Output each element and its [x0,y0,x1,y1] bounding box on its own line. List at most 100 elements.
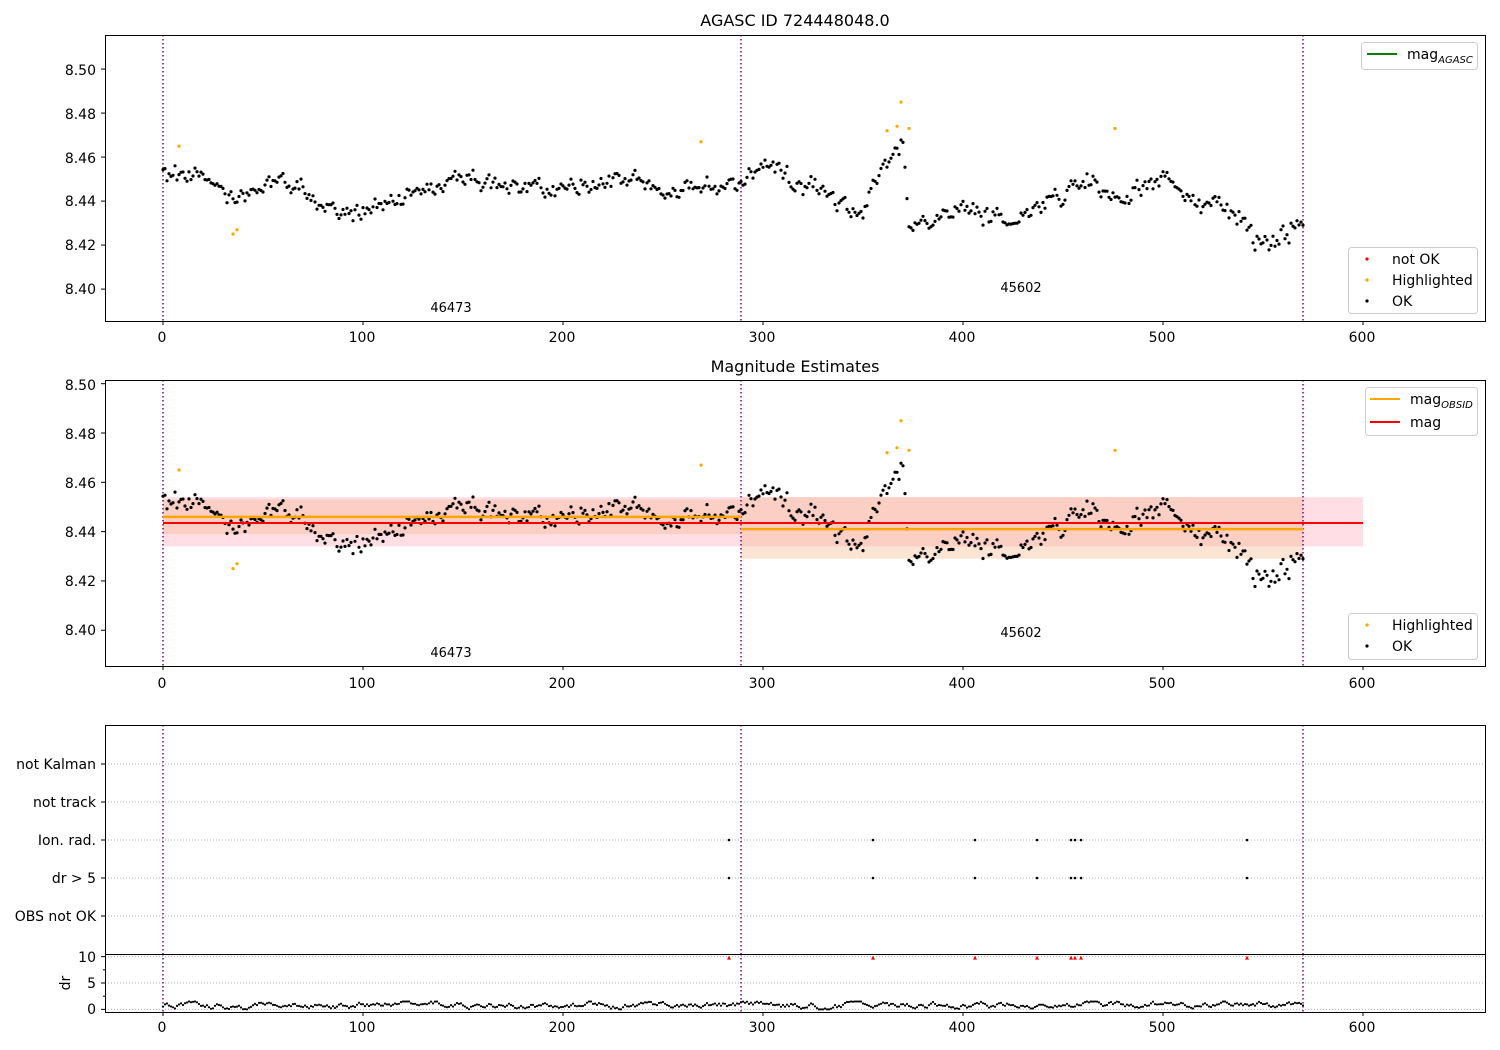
ok-point [887,160,891,164]
ok-point [407,188,411,192]
ok-point [1165,498,1169,502]
dr-point [619,1008,623,1011]
dr-point [529,1003,533,1007]
ok-point [685,507,689,511]
dr-point [1113,1001,1117,1004]
legend-label: Highlighted [1392,273,1473,289]
dr-point [607,1005,611,1008]
ok-point [569,177,573,181]
ok-point [355,203,359,207]
ok-point [797,508,801,512]
ok-point [689,180,693,184]
ok-point [1149,177,1153,181]
ok-point [1147,508,1151,512]
dr-point [1283,1003,1287,1007]
dr-point [931,1000,935,1004]
ok-point [891,477,895,481]
ok-point [1039,210,1043,214]
ok-point [989,552,993,557]
dr-point [181,1003,185,1007]
ok-point [1257,237,1261,241]
ok-point [1055,193,1059,197]
ok-point [715,192,719,196]
dr-point [1049,1006,1053,1009]
ok-point [1019,543,1023,547]
dr-point [361,1003,365,1006]
ok-point [1077,515,1081,519]
dr-point [401,1000,405,1003]
dr-point [171,1006,175,1009]
ok-point [1137,188,1141,192]
ok-point [187,497,191,501]
ok-point [1267,248,1271,252]
dr-point [1225,1001,1229,1004]
dr-point [979,1000,983,1004]
ok-point [1203,533,1207,537]
ok-point [1095,180,1099,184]
ok-point [1079,513,1083,517]
dr-point [939,1004,943,1007]
dr-point [1165,1002,1169,1005]
panel1-xtick-label: 200 [549,330,576,346]
ok-point [1293,560,1297,564]
flag-point [1245,876,1249,880]
ok-point [903,492,907,496]
highlighted-point [231,567,235,571]
ok-point [523,181,527,185]
dr-point [675,1003,679,1007]
dr-point [441,1004,445,1007]
ok-point [897,477,901,481]
dr-point [277,1005,281,1008]
dr-point [1057,1004,1061,1007]
dr-point [929,1002,933,1005]
dr-point [1127,1004,1131,1007]
ok-point [847,210,851,214]
ok-point [811,185,815,189]
dr-point [1189,1006,1193,1009]
dr-point [1293,1001,1297,1004]
dr-point [671,1006,675,1009]
ok-point [471,495,475,499]
dr-point [1181,1002,1185,1005]
ok-point [873,179,877,183]
ok-point [1017,220,1021,224]
ok-point [1301,223,1305,227]
ok-point [225,201,229,205]
ok-point [531,509,535,513]
ok-point [1297,556,1301,561]
ok-point [647,507,651,511]
highlighted-point [235,228,239,232]
ok-point [459,502,463,506]
legend-label: OK [1392,639,1413,655]
ok-point [1237,541,1241,546]
dr-point [895,1005,899,1008]
dr-point [557,1006,561,1010]
ok-point [1261,576,1265,580]
ok-point [173,164,177,168]
ok-point [993,213,997,217]
ok-point [163,167,167,171]
ok-point [1187,524,1191,528]
dr-point [519,1004,523,1008]
ok-point [479,518,483,522]
dr-point [541,1002,545,1006]
ok-point [1239,552,1243,556]
dr-point [713,1002,717,1005]
ok-point [567,512,571,516]
ok-point [1017,553,1021,557]
ok-point [429,510,433,515]
dr-point [877,1003,881,1006]
dr-point [1135,1006,1139,1009]
ok-point [401,533,405,537]
dr-point [417,1004,421,1007]
ok-point [1085,172,1089,176]
ok-point [419,192,423,196]
ok-point [1075,184,1079,188]
dr-point [299,1005,303,1008]
flag-category-label: not Kalman [16,757,96,773]
ok-point [189,505,193,510]
dr-point [331,1005,335,1008]
ok-point [633,495,637,499]
dr-point [211,1007,215,1010]
ok-point [423,519,427,523]
